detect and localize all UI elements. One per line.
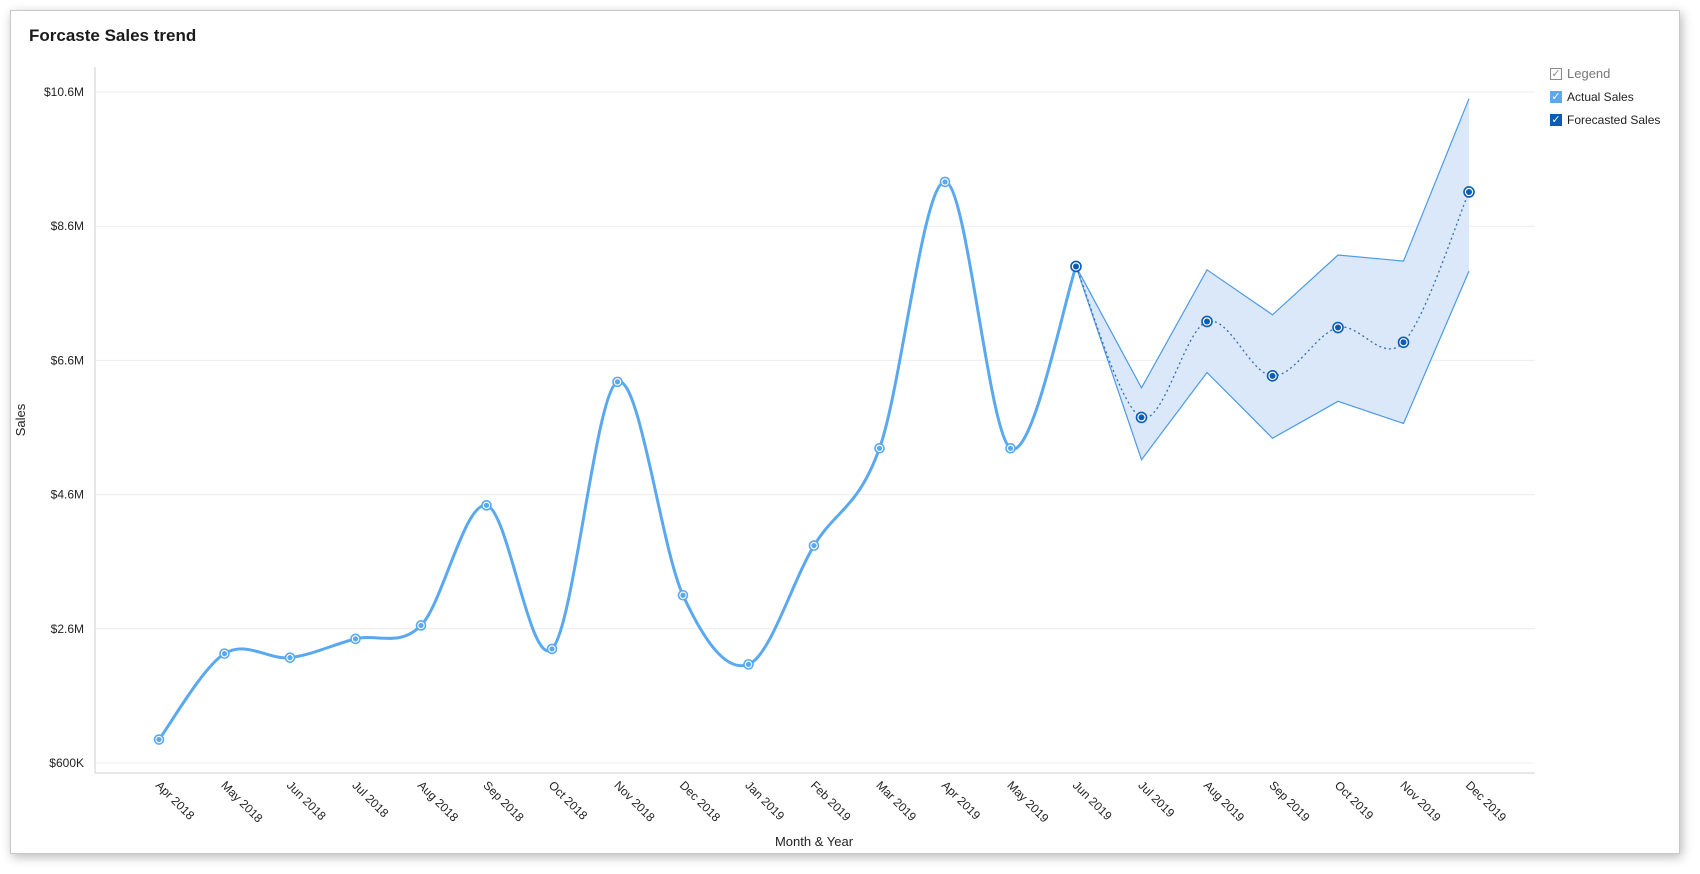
y-tick-label: $600K [49,756,84,770]
forecasted-sales-checkbox[interactable]: ✓ [1550,112,1562,126]
legend-header-label: Legend [1567,66,1611,81]
data-point-actual-sales-core [680,592,686,598]
x-axis-title: Month & Year [775,834,854,849]
data-point-actual-sales-core [352,636,359,642]
x-tick-label: Sep 2018 [480,778,526,824]
x-tick-label: May 2019 [1004,778,1051,825]
y-tick-label: $4.6M [51,488,84,502]
data-point-actual-sales-core [745,661,752,667]
data-point-actual-sales-core [614,379,621,385]
chart-card: Forcaste Sales trend [10,10,1680,854]
x-tick-label: Aug 2019 [1201,778,1247,824]
y-tick-label: $10.6M [44,85,84,99]
x-tick-label: Jun 2018 [284,778,329,823]
y-axis-title: Sales [13,403,28,436]
legend-item-actual-sales[interactable]: ✓ Actual Sales [1550,85,1660,108]
x-tick-label: Apr 2019 [939,778,984,823]
x-tick-label: Jan 2019 [742,778,787,823]
data-point-actual-sales-core [483,502,490,508]
x-tick-label: Jul 2019 [1135,778,1177,820]
legend-item-forecasted-sales[interactable]: ✓ Forecasted Sales [1550,108,1660,131]
y-tick-label: $2.6M [51,622,84,636]
x-tick-label: Apr 2018 [153,778,198,823]
x-tick-label: May 2018 [218,778,265,825]
data-point-forecasted-sales-core [1400,339,1407,346]
data-point-forecasted-sales-core [1138,414,1145,421]
actual-sales-checkbox[interactable]: ✓ [1550,89,1562,103]
data-point-actual-sales-core [221,651,228,657]
legend-label-actual-sales: Actual Sales [1567,89,1634,104]
data-point-forecasted-sales-core [1204,318,1210,325]
x-tick-label: Oct 2018 [546,778,591,823]
x-tick-label: Mar 2019 [873,778,919,824]
x-tick-label: Nov 2019 [1397,778,1443,824]
data-point-forecasted-sales-core [1073,263,1079,270]
x-tick-label: Dec 2018 [677,778,723,824]
legend-header[interactable]: ✓ Legend [1550,62,1660,85]
chart-title: Forcaste Sales trend [29,26,197,45]
data-point-actual-sales-core [942,179,948,185]
confidence-band [1076,98,1469,460]
legend-label-forecasted-sales: Forecasted Sales [1567,112,1661,127]
data-point-actual-sales-core [876,445,883,451]
data-point-actual-sales-core [549,646,555,652]
confidence-band-upper [1075,98,1470,390]
x-tick-label: Sep 2019 [1266,778,1312,824]
series-line-actual-sales [157,180,1078,741]
data-point-forecasted-sales-core [1335,324,1341,331]
y-tick-label: $8.6M [51,219,84,233]
data-point-actual-sales-core [287,655,293,661]
x-tick-label: Oct 2019 [1332,778,1377,823]
x-tick-label: Jun 2019 [1070,778,1115,823]
confidence-band-lower [1075,266,1470,461]
x-tick-label: Dec 2019 [1463,778,1509,824]
data-point-actual-sales-core [1007,445,1014,451]
legend-toggle-checkbox[interactable]: ✓ [1550,66,1562,80]
x-tick-label: Nov 2018 [611,778,657,824]
data-point-actual-sales-core [811,542,817,549]
data-point-forecasted-sales-core [1466,188,1472,195]
y-tick-label: $6.6M [51,353,84,367]
data-point-actual-sales-core [156,736,162,743]
data-point-actual-sales-core [418,622,424,629]
x-tick-label: Feb 2019 [808,778,854,824]
x-tick-label: Jul 2018 [349,778,391,820]
x-tick-label: Aug 2018 [415,778,461,824]
legend: ✓ Legend ✓ Actual Sales ✓ Forecasted Sal… [1550,62,1660,131]
data-point-forecasted-sales-core [1269,372,1276,379]
